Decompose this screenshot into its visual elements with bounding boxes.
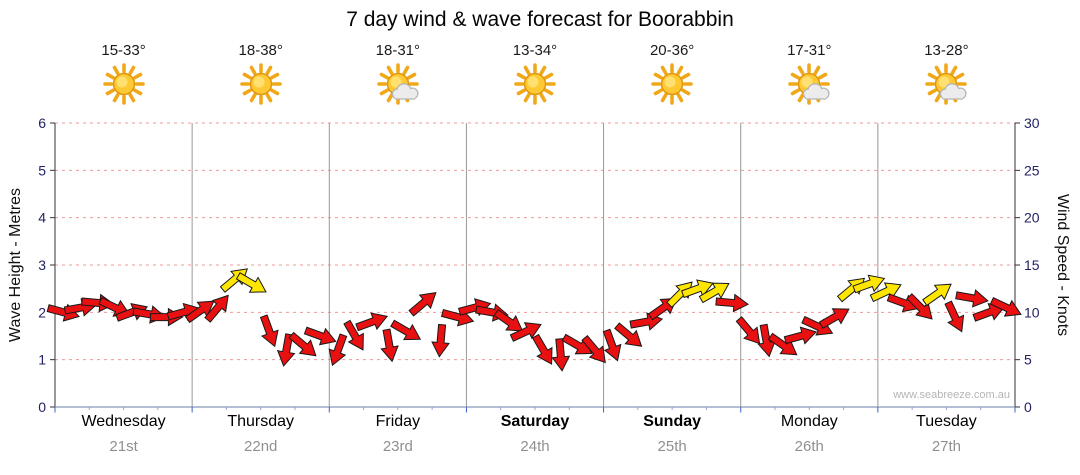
wind-arrow bbox=[259, 314, 279, 348]
weather-icon-cell bbox=[192, 62, 329, 111]
cloud-shape bbox=[391, 83, 419, 100]
left-axis-tick: 3 bbox=[38, 257, 46, 273]
right-axis-tick: 15 bbox=[1024, 257, 1040, 273]
wind-arrow bbox=[614, 322, 643, 347]
sun-cloud-icon bbox=[925, 63, 968, 105]
wind-arrow bbox=[380, 328, 399, 363]
sun-icon bbox=[102, 63, 145, 105]
wind-arrow bbox=[757, 323, 776, 358]
temperature-label: 13-34° bbox=[512, 42, 558, 59]
wind-arrow bbox=[355, 312, 389, 332]
weather-icon-cell bbox=[55, 62, 192, 111]
wind-arrow bbox=[715, 293, 749, 313]
wind-arrow bbox=[531, 333, 553, 365]
chart-title: 7 day wind & wave forecast for Boorabbin bbox=[346, 8, 734, 31]
weather-icon-cell bbox=[878, 62, 1015, 111]
sun-icon bbox=[239, 63, 282, 105]
wind-arrow bbox=[204, 294, 229, 323]
wind-arrow bbox=[303, 326, 337, 346]
left-axis-tick: 2 bbox=[38, 304, 46, 320]
wind-arrow bbox=[408, 291, 437, 317]
wind-arrow bbox=[602, 328, 622, 362]
sun-icon bbox=[514, 63, 556, 105]
right-axis-tick: 20 bbox=[1024, 210, 1040, 226]
temperature-label: 15-33° bbox=[101, 42, 146, 59]
wind-arrow bbox=[735, 316, 761, 345]
wind-arrow bbox=[783, 326, 818, 345]
wind-arrow bbox=[561, 333, 593, 355]
wind-arrow bbox=[869, 282, 902, 303]
wind-arrow bbox=[906, 293, 933, 320]
wind-arrow bbox=[989, 297, 1022, 317]
cloud-shape bbox=[940, 83, 967, 100]
wind-arrow bbox=[328, 333, 348, 367]
wind-arrow bbox=[955, 289, 989, 308]
weather-icons-row bbox=[0, 62, 1080, 112]
temperature-label: 18-38° bbox=[238, 42, 283, 59]
weather-icon-cell bbox=[466, 62, 603, 111]
wind-arrow bbox=[681, 279, 714, 299]
left-axis-tick: 1 bbox=[38, 352, 46, 368]
right-axis-tick: 10 bbox=[1024, 304, 1040, 320]
cloud-shape bbox=[803, 83, 830, 100]
wind-arrow bbox=[235, 272, 267, 293]
sun-cloud-icon bbox=[788, 63, 831, 105]
wind-arrow bbox=[581, 334, 606, 364]
wind-arrow bbox=[922, 283, 952, 307]
weather-icon-cell bbox=[604, 62, 741, 111]
sun-icon bbox=[651, 63, 693, 105]
wind-arrow bbox=[972, 302, 1006, 322]
right-axis-tick: 25 bbox=[1024, 162, 1040, 178]
wind-arrow bbox=[818, 308, 850, 329]
temperature-label: 18-31° bbox=[375, 42, 421, 59]
wind-arrow bbox=[276, 333, 296, 367]
wind-arrow bbox=[288, 331, 317, 357]
left-axis-tick: 0 bbox=[38, 399, 46, 415]
left-axis-label: Wave Height - Metres bbox=[7, 187, 24, 343]
wind-arrow bbox=[390, 319, 422, 341]
wind-arrow bbox=[343, 319, 364, 351]
right-axis-tick: 30 bbox=[1024, 115, 1040, 131]
wind-arrow bbox=[431, 323, 450, 358]
wind-arrow bbox=[852, 274, 886, 294]
temperature-label: 20-36° bbox=[649, 42, 695, 59]
weather-icon-cell bbox=[329, 62, 466, 111]
left-axis-tick: 5 bbox=[38, 162, 46, 178]
right-axis-tick: 5 bbox=[1024, 352, 1032, 368]
watermark: www.seabreeze.com.au bbox=[893, 389, 1010, 401]
weather-icon-cell bbox=[741, 62, 878, 111]
right-axis-tick: 0 bbox=[1024, 399, 1032, 415]
temperature-row: 15-33° 18-38° 18-31° 13-34° 20-36° 17-31° 13-2… bbox=[0, 42, 1080, 62]
temperature-label: 17-31° bbox=[787, 42, 832, 59]
left-axis-tick: 6 bbox=[38, 115, 46, 131]
wind-arrow bbox=[944, 300, 965, 333]
wind-arrow bbox=[509, 322, 542, 342]
wind-arrow bbox=[493, 309, 524, 332]
wind-arrow bbox=[698, 282, 730, 304]
left-axis-tick: 4 bbox=[38, 210, 46, 226]
wind-arrow bbox=[551, 338, 571, 372]
wind-arrow bbox=[184, 300, 215, 324]
sun-cloud-icon bbox=[377, 63, 419, 105]
right-axis-label: Wind Speed - Knots bbox=[1054, 193, 1071, 337]
temperature-label: 13-28° bbox=[924, 42, 969, 59]
